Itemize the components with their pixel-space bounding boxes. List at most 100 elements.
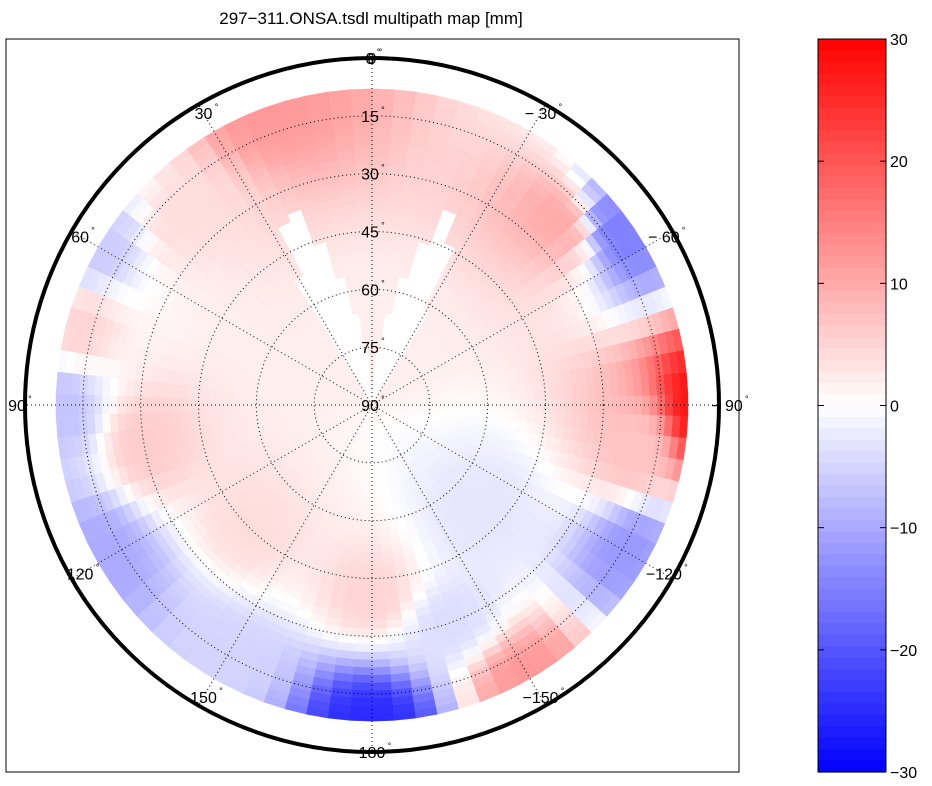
heatmap-cell <box>357 597 373 606</box>
heatmap-cell <box>371 88 395 98</box>
heatmap-cell <box>508 419 518 431</box>
heatmap-cell <box>368 358 373 367</box>
heatmap-cell <box>350 697 373 706</box>
heatmap-cell <box>186 410 196 425</box>
heatmap-cell <box>609 378 619 397</box>
heatmap-cell <box>517 388 527 401</box>
azimuth-label: 150 <box>190 690 217 707</box>
heatmap-cell <box>202 410 212 423</box>
heatmap-cell <box>381 250 394 261</box>
heatmap-cell <box>371 604 387 614</box>
heatmap-cell <box>371 704 394 714</box>
heatmap-cell <box>356 504 366 513</box>
heatmap-cell <box>624 377 635 397</box>
heatmap-cell <box>226 379 236 391</box>
heatmap-cell <box>609 413 619 432</box>
heatmap-cell <box>358 211 373 221</box>
heatmap-cell <box>371 650 391 660</box>
heatmap-cell <box>225 409 235 421</box>
colorbar-band <box>818 474 886 487</box>
degree-mark: ° <box>91 226 95 236</box>
colorbar-band <box>818 233 886 246</box>
colorbar-band <box>818 164 886 178</box>
heatmap-cell <box>349 88 373 98</box>
heatmap-cell <box>376 327 383 337</box>
heatmap-cell <box>371 697 394 706</box>
heatmap-cell <box>371 312 379 321</box>
heatmap-cell <box>640 414 650 435</box>
heatmap-cell <box>256 408 265 418</box>
heatmap-cell <box>371 142 391 152</box>
colorbar-band <box>818 577 886 590</box>
heatmap-cell <box>371 635 389 645</box>
heatmap-cell <box>383 235 396 245</box>
heatmap-cell <box>380 534 392 544</box>
heatmap-cell <box>202 387 212 400</box>
degree-mark: ° <box>379 47 383 57</box>
heatmap-cell <box>155 412 166 428</box>
heatmap-cell <box>371 358 376 367</box>
colorbar-tick-label: 10 <box>890 276 908 293</box>
heatmap-cell <box>382 243 395 253</box>
heatmap-cell <box>422 302 434 314</box>
colorbar-band <box>818 73 886 86</box>
colorbar-band <box>818 302 886 315</box>
heatmap-cell <box>440 412 449 419</box>
heatmap-cell <box>486 408 496 419</box>
heatmap-cell <box>264 386 274 395</box>
horizon-circle <box>23 56 721 754</box>
heatmap-cell <box>353 650 373 660</box>
heatmap-cell <box>226 419 236 431</box>
colorbar-band <box>818 497 886 510</box>
heatmap-cell <box>352 134 373 144</box>
colorbar-band <box>818 119 886 132</box>
heatmap-cell <box>364 497 373 506</box>
heatmap-cell <box>350 96 373 106</box>
heatmap-cell <box>379 289 389 299</box>
colorbar-gradient <box>818 39 886 773</box>
heatmap-cell <box>248 391 258 402</box>
heatmap-cell <box>540 386 550 400</box>
heatmap-cell <box>371 265 382 275</box>
colorbar-band <box>818 359 886 372</box>
heatmap-cell <box>348 235 361 245</box>
heatmap-cell <box>369 366 373 375</box>
heatmap-cell <box>617 413 627 432</box>
colorbar-band <box>818 394 886 407</box>
heatmap-cell <box>241 417 251 429</box>
heatmap-cell <box>86 374 97 396</box>
azimuth-label: 180 <box>359 745 386 762</box>
heatmap-cell <box>256 384 266 394</box>
heatmap-cell <box>362 265 373 275</box>
heatmap-cell <box>402 403 411 407</box>
heatmap-cell <box>179 384 189 399</box>
heatmap-cell <box>352 534 364 544</box>
heatmap-cell <box>325 403 334 407</box>
heatmap-cell <box>352 673 373 683</box>
heatmap-cell <box>362 527 373 537</box>
colorbar-band <box>818 657 886 670</box>
heatmap-cell <box>344 212 360 222</box>
heatmap-cell <box>509 409 519 421</box>
heatmap-cell <box>601 412 612 431</box>
heatmap-cell <box>516 377 526 390</box>
heatmap-cell <box>359 481 367 490</box>
heatmap-cell <box>353 150 373 160</box>
colorbar-band <box>818 485 886 498</box>
heatmap-cell <box>371 366 375 375</box>
heatmap-cell <box>579 397 588 413</box>
heatmap-cell <box>532 387 542 400</box>
colorbar-band <box>818 680 886 693</box>
heatmap-cell <box>364 304 373 313</box>
heatmap-cell <box>349 502 359 513</box>
heatmap-cell <box>225 399 234 411</box>
colorbar-tick-label: 0 <box>890 399 899 416</box>
heatmap-cell <box>359 320 367 329</box>
heatmap-cell <box>179 411 189 426</box>
heatmap-cell <box>347 227 361 238</box>
heatmap-cell <box>256 392 265 402</box>
heatmap-cell <box>386 290 397 300</box>
heatmap-cell <box>294 402 303 408</box>
heatmap-cell <box>555 411 565 426</box>
